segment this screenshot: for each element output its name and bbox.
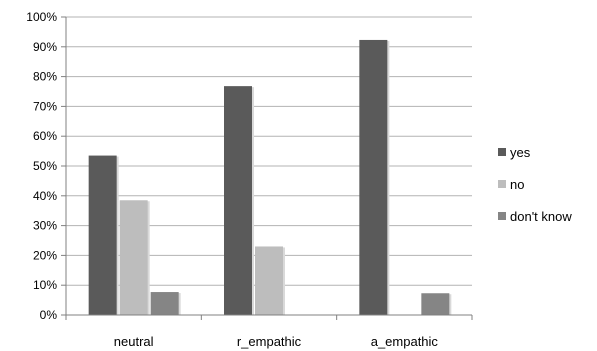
bar-don-t-know-neutral	[150, 292, 179, 315]
legend-swatch-yes	[498, 148, 506, 156]
legend-label: yes	[510, 145, 531, 160]
y-tick-label: 70%	[33, 99, 57, 113]
x-axis: neutral r_empathic a_empathic	[61, 314, 473, 349]
y-tick-label: 60%	[33, 129, 57, 143]
y-tick-label: 40%	[33, 189, 57, 203]
y-tick-label: 20%	[33, 248, 57, 262]
bar-yes-r_empathic	[224, 86, 252, 315]
y-tick-label: 50%	[33, 159, 57, 173]
legend-swatch-don-t-know	[498, 212, 506, 220]
bars	[88, 39, 452, 316]
y-tick-label: 90%	[33, 40, 57, 54]
y-tick-label: 10%	[33, 278, 57, 292]
bar-yes-neutral	[88, 155, 117, 315]
x-category-label: a_empathic	[371, 334, 439, 349]
legend-label: no	[510, 177, 524, 192]
x-category-label: neutral	[114, 334, 154, 349]
y-tick-label: 80%	[33, 70, 57, 84]
legend-swatch-no	[498, 180, 506, 188]
y-tick-label: 0%	[40, 308, 58, 322]
bar-yes-a_empathic	[359, 39, 388, 316]
y-tick-label: 100%	[26, 10, 57, 24]
legend: yes no don't know	[498, 145, 572, 224]
bar-no-r_empathic	[255, 246, 283, 315]
bar-don-t-know-a_empathic	[421, 293, 450, 315]
y-tick-label: 30%	[33, 219, 57, 233]
x-category-label: r_empathic	[237, 334, 302, 349]
y-axis: 0% 10% 20% 30% 40% 50% 60% 70% 80% 90% 100%	[26, 10, 67, 322]
bar-no-neutral	[119, 200, 148, 315]
legend-label: don't know	[510, 209, 572, 224]
